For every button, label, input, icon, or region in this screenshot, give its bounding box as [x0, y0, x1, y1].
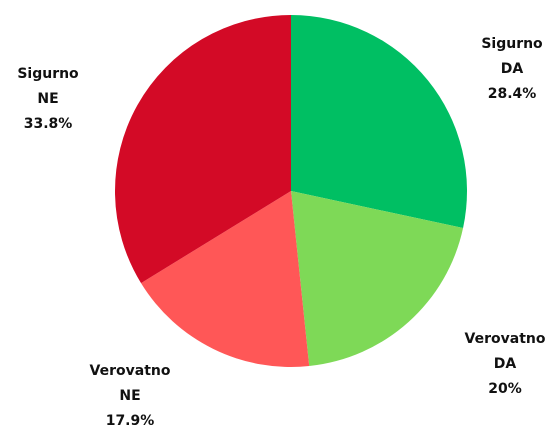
slice-label: Verovatno DA 20% — [465, 327, 546, 402]
pie-slice — [141, 191, 310, 367]
pie-slice — [291, 191, 464, 367]
value-label: 28.4% — [487, 86, 537, 102]
value-label: 20% — [488, 381, 522, 397]
category-label: Sigurno DA — [481, 36, 543, 77]
pie-slice — [291, 15, 467, 229]
pie-slice — [114, 15, 291, 284]
value-label: 17.9% — [105, 413, 155, 429]
value-label: 33.8% — [23, 116, 73, 132]
category-label: Verovatno DA — [464, 331, 546, 372]
category-label: Verovatno NE — [89, 363, 171, 404]
slice-label: Verovatno NE 17.9% — [90, 359, 171, 434]
slice-label: Sigurno NE 33.8% — [17, 62, 78, 137]
category-label: Sigurno NE — [17, 66, 79, 107]
slice-label: Sigurno DA 28.4% — [481, 32, 542, 107]
